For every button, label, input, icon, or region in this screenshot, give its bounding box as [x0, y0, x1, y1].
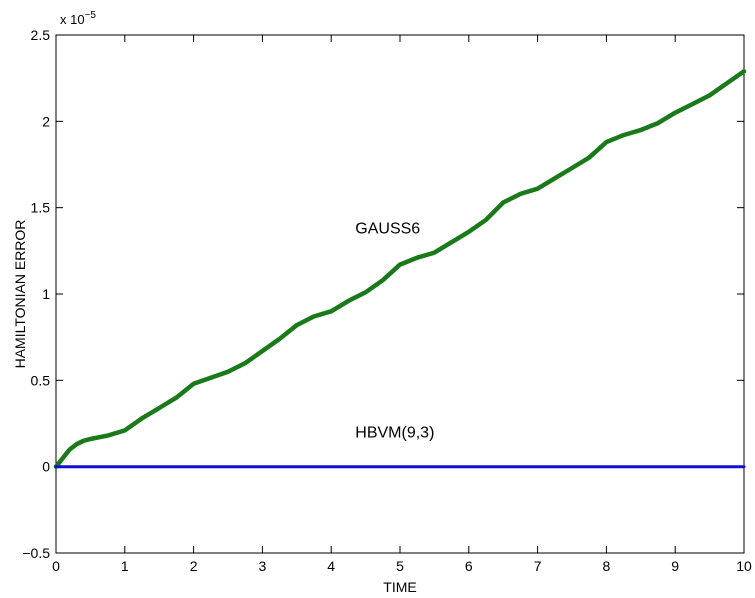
x-tick-label: 1 — [121, 558, 129, 574]
x-axis-ticks: 0 1 2 3 4 5 6 7 8 9 10 — [52, 35, 752, 574]
y-tick-label: −0.5 — [22, 545, 50, 561]
y-tick-label: 0.5 — [31, 372, 51, 388]
y-scale-exponent: −5 — [85, 10, 97, 21]
y-tick-label: 2.5 — [31, 27, 51, 43]
x-tick-label: 8 — [603, 558, 611, 574]
y-tick-label: 1 — [42, 286, 50, 302]
x-tick-label: 7 — [534, 558, 542, 574]
y-tick-label: 1.5 — [31, 200, 51, 216]
y-axis-label: HAMILTONIAN ERROR — [12, 220, 28, 369]
y-scale-base: x 10 — [60, 12, 85, 27]
x-tick-label: 6 — [465, 558, 473, 574]
x-tick-label: 5 — [396, 558, 404, 574]
y-scale-factor: x 10−5 — [60, 10, 96, 27]
y-tick-label: 0 — [42, 459, 50, 475]
annotation-layer: GAUSS6 HBVM(9,3) — [355, 221, 434, 442]
x-tick-label: 2 — [190, 558, 198, 574]
x-tick-label: 0 — [52, 558, 60, 574]
x-tick-label: 3 — [259, 558, 267, 574]
y-tick-label: 2 — [42, 113, 50, 129]
series-annotation: HBVM(9,3) — [355, 424, 434, 441]
series-layer — [53, 69, 747, 469]
y-axis-ticks: −0.5 0 0.5 1 1.5 2 2.5 — [22, 27, 744, 561]
x-tick-label: 10 — [736, 558, 752, 574]
plot-area — [55, 34, 745, 554]
series-line-gauss6 — [53, 69, 747, 469]
x-tick-label: 9 — [671, 558, 679, 574]
x-axis-label: TIME — [383, 579, 416, 595]
series-annotation: GAUSS6 — [355, 221, 420, 238]
x-tick-label: 4 — [327, 558, 335, 574]
